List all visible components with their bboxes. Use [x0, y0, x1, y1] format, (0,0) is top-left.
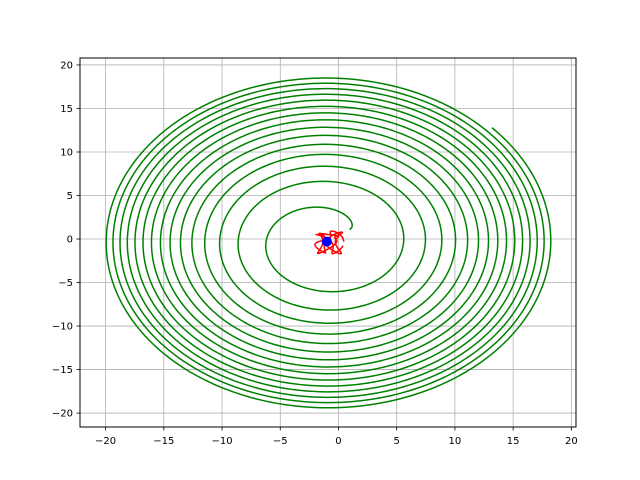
y-tick-label: 5 [67, 191, 73, 202]
y-tick-label: −15 [52, 365, 73, 376]
x-tick-label: −10 [211, 436, 232, 447]
y-tick-label: −5 [58, 278, 73, 289]
x-tick-label: 15 [507, 436, 520, 447]
x-tick-label: −5 [273, 436, 288, 447]
y-tick-label: 0 [67, 235, 73, 246]
x-tick-label: −15 [153, 436, 174, 447]
x-tick-label: 10 [449, 436, 462, 447]
axes-frame [79, 57, 577, 428]
x-tick-label: 20 [565, 436, 578, 447]
x-tick-label: −20 [95, 436, 116, 447]
series-blue-point [321, 236, 332, 247]
series-green-spiral [105, 77, 552, 409]
y-tick-label: 20 [60, 60, 73, 71]
x-tick-label: 5 [394, 436, 400, 447]
plot-area [105, 77, 552, 409]
y-tick-label: −10 [52, 322, 73, 333]
y-tick-label: −20 [52, 409, 73, 420]
y-tick-label: 10 [60, 147, 73, 158]
y-tick-label: 15 [60, 104, 73, 115]
x-tick-label: 0 [335, 436, 341, 447]
ticks: −20 −15 −10 −5 0 5 10 15 20 −20 −15 −10 −5 0 5 10 15 20 [52, 60, 578, 447]
